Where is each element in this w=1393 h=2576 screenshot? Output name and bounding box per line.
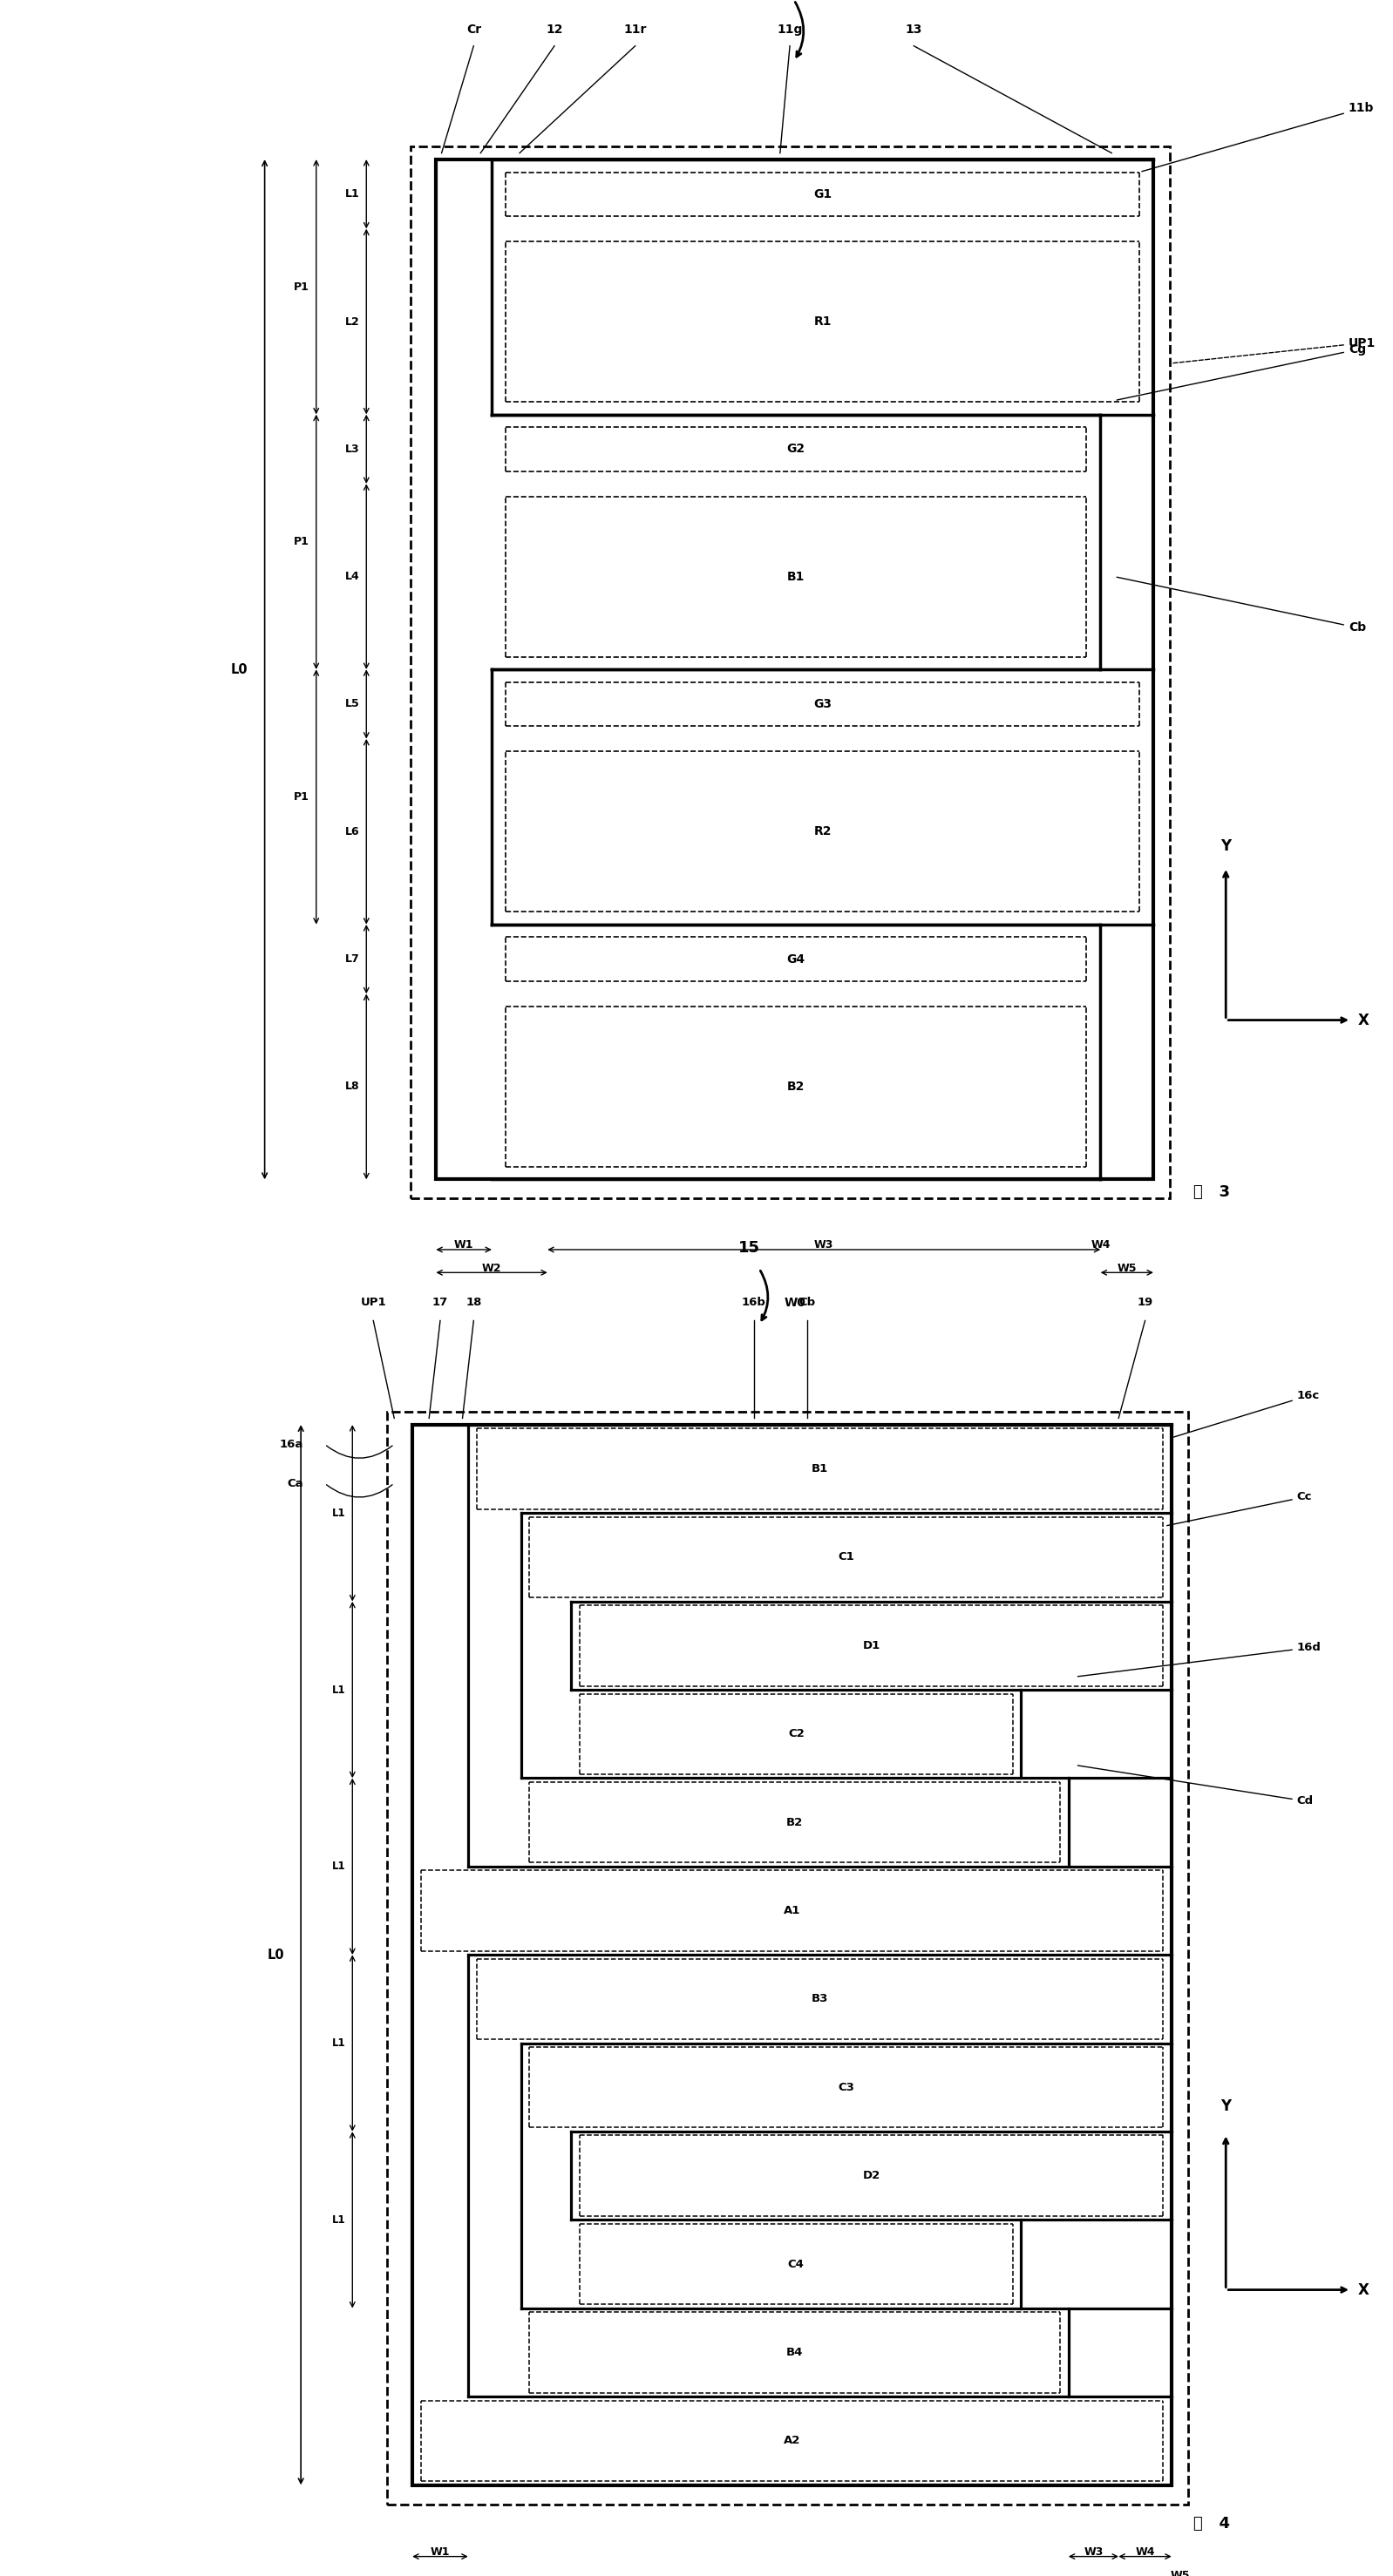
Text: L1: L1 <box>332 1507 345 1520</box>
Text: 11r: 11r <box>624 23 646 36</box>
Text: G3: G3 <box>814 698 832 711</box>
Text: B4: B4 <box>786 2347 804 2357</box>
Text: W2: W2 <box>482 1262 501 1273</box>
Text: C4: C4 <box>788 2259 804 2269</box>
Text: Y: Y <box>1220 2099 1231 2115</box>
Bar <box>411 147 1170 1198</box>
Text: R1: R1 <box>814 314 832 327</box>
Text: L6: L6 <box>345 827 359 837</box>
Text: P1: P1 <box>294 536 309 549</box>
Text: Cc: Cc <box>1167 1492 1312 1525</box>
Text: UP1: UP1 <box>1173 337 1376 363</box>
Text: W1: W1 <box>430 2545 450 2558</box>
Text: 15: 15 <box>738 1239 761 1255</box>
Text: C1: C1 <box>839 1551 854 1564</box>
Text: L8: L8 <box>345 1082 359 1092</box>
Text: W5: W5 <box>1117 1262 1137 1273</box>
Text: 18: 18 <box>465 1296 482 1309</box>
Text: 11g: 11g <box>777 23 802 36</box>
Text: L3: L3 <box>345 443 359 456</box>
Text: 19: 19 <box>1137 1296 1153 1309</box>
Text: 12: 12 <box>546 23 563 36</box>
Text: B2: B2 <box>786 1816 804 1829</box>
Text: Y: Y <box>1220 840 1231 855</box>
Text: L1: L1 <box>332 2038 345 2048</box>
Bar <box>412 1425 1172 2486</box>
Text: L1: L1 <box>332 1685 345 1695</box>
Text: L1: L1 <box>332 1860 345 1873</box>
Text: A2: A2 <box>783 2434 801 2447</box>
Text: 16c: 16c <box>1174 1391 1319 1437</box>
Text: C3: C3 <box>839 2081 854 2094</box>
Text: B1: B1 <box>811 1463 829 1473</box>
Text: W0: W0 <box>784 1296 805 1309</box>
Text: Cg: Cg <box>1117 343 1367 399</box>
Bar <box>436 160 1153 1180</box>
Text: B3: B3 <box>811 1994 829 2004</box>
Text: X: X <box>1358 1012 1369 1028</box>
Text: L5: L5 <box>345 698 359 711</box>
Text: L0: L0 <box>267 1947 284 1960</box>
Text: Cb: Cb <box>1117 577 1367 634</box>
Bar <box>387 1412 1188 2504</box>
Text: 17: 17 <box>432 1296 449 1309</box>
Text: Ca: Ca <box>287 1479 304 1489</box>
Text: L4: L4 <box>345 572 359 582</box>
Text: L2: L2 <box>345 317 359 327</box>
Bar <box>436 160 1153 1180</box>
Text: B2: B2 <box>787 1079 805 1092</box>
Text: D1: D1 <box>862 1641 880 1651</box>
Text: G4: G4 <box>787 953 805 966</box>
Text: Cb: Cb <box>798 1296 815 1309</box>
Text: W4: W4 <box>1135 2545 1155 2558</box>
Text: 16a: 16a <box>280 1437 304 1450</box>
Text: L0: L0 <box>231 662 248 675</box>
Bar <box>412 1425 1172 2486</box>
Text: W3: W3 <box>1084 2545 1103 2558</box>
Text: C2: C2 <box>788 1728 804 1739</box>
Text: G2: G2 <box>787 443 805 456</box>
Text: L7: L7 <box>345 953 359 966</box>
Text: 图   3: 图 3 <box>1194 1185 1230 1200</box>
Text: 图   4: 图 4 <box>1194 2517 1230 2532</box>
Text: W5: W5 <box>1170 2568 1190 2576</box>
Text: Cd: Cd <box>1078 1765 1314 1806</box>
Text: W3: W3 <box>814 1239 834 1252</box>
Text: P1: P1 <box>294 281 309 294</box>
Text: L1: L1 <box>332 2215 345 2226</box>
Text: W4: W4 <box>1091 1239 1110 1252</box>
Text: A1: A1 <box>783 1906 801 1917</box>
Text: P1: P1 <box>294 791 309 804</box>
Text: G1: G1 <box>814 188 832 201</box>
Text: X: X <box>1358 2282 1369 2298</box>
Text: 16d: 16d <box>1078 1641 1321 1677</box>
Text: W1: W1 <box>454 1239 474 1252</box>
Text: 13: 13 <box>905 23 922 36</box>
Text: 16b: 16b <box>742 1296 766 1309</box>
Text: R2: R2 <box>814 824 832 837</box>
Text: UP1: UP1 <box>361 1296 386 1309</box>
Text: D2: D2 <box>862 2169 880 2182</box>
Text: 11b: 11b <box>1142 103 1373 173</box>
Text: B1: B1 <box>787 569 805 582</box>
Text: L1: L1 <box>345 188 359 201</box>
Text: Cr: Cr <box>467 23 481 36</box>
